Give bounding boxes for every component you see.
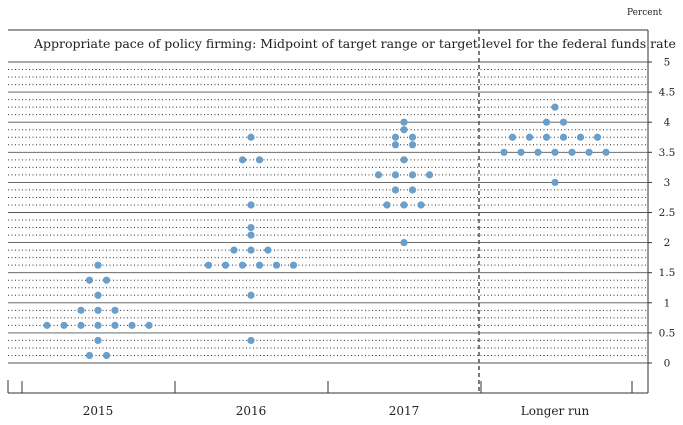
data-dot	[272, 261, 281, 269]
data-dot	[94, 321, 102, 329]
data-dot	[391, 186, 400, 194]
y-tick-label: 5	[664, 57, 671, 69]
data-dot	[77, 306, 85, 314]
data-dot	[400, 118, 408, 126]
grid-lines	[8, 61, 648, 364]
data-dot	[247, 336, 255, 345]
data-dot	[128, 321, 136, 329]
data-dot	[525, 133, 534, 141]
data-dot	[255, 156, 264, 164]
data-dot	[408, 133, 417, 141]
data-dot	[247, 201, 255, 209]
data-dot	[408, 186, 417, 194]
data-dot	[383, 201, 391, 209]
y-axis-ticks: 0 0.5 1 1.5 2 2.5 3 3.5 4 4.5 5	[648, 57, 675, 370]
data-dot	[400, 201, 408, 209]
y-tick-label: 0.5	[659, 327, 676, 339]
data-dot	[400, 156, 408, 164]
x-tick-label: 2015	[83, 404, 114, 418]
data-dot	[102, 276, 111, 284]
data-dot	[551, 178, 559, 186]
x-tick-label: Longer run	[521, 404, 590, 418]
data-dot	[542, 133, 551, 141]
data-dot	[517, 148, 525, 156]
data-dot	[508, 133, 517, 141]
data-dot	[247, 133, 255, 141]
data-dot	[77, 321, 85, 329]
data-dot	[85, 351, 94, 360]
data-dot	[602, 148, 610, 156]
x-tick-label: 2017	[389, 404, 420, 418]
data-dot	[559, 118, 568, 126]
data-dot	[559, 133, 568, 141]
y-tick-label: 0	[664, 358, 671, 370]
data-dot	[94, 291, 102, 299]
data-dot	[102, 351, 111, 360]
data-dots	[43, 103, 610, 360]
unit-label: Percent	[627, 8, 662, 18]
data-dot	[542, 118, 551, 126]
data-dot	[400, 126, 408, 134]
y-tick-label: 4	[664, 117, 671, 129]
x-axis-ticks: 2015 2016 2017 Longer run	[21, 381, 633, 418]
data-dot	[289, 261, 298, 269]
y-tick-label: 1.5	[659, 267, 676, 279]
data-dot	[374, 171, 383, 179]
data-dot	[255, 261, 264, 269]
data-dot	[425, 171, 434, 179]
data-dot	[230, 246, 238, 254]
data-dot	[391, 141, 400, 149]
y-tick-label: 3.5	[659, 147, 676, 159]
data-dot	[204, 261, 213, 269]
data-dot	[417, 201, 425, 209]
data-dot	[247, 223, 255, 232]
plot-frame	[7, 29, 649, 394]
data-dot	[400, 239, 408, 247]
data-dot	[238, 261, 247, 269]
data-dot	[247, 246, 255, 254]
data-dot	[593, 133, 602, 141]
data-dot	[551, 148, 559, 156]
data-dot	[111, 321, 119, 329]
data-dot	[391, 133, 400, 141]
data-dot	[534, 148, 542, 156]
y-tick-label: 1	[664, 297, 671, 309]
y-tick-label: 3	[664, 177, 671, 189]
data-dot	[111, 306, 119, 314]
data-dot	[551, 103, 559, 111]
data-dot	[568, 148, 576, 156]
data-dot	[221, 261, 230, 269]
data-dot	[247, 231, 255, 239]
data-dot	[238, 156, 247, 164]
data-dot	[94, 306, 102, 314]
data-dot	[85, 276, 94, 284]
y-tick-label: 2.5	[659, 207, 676, 219]
data-dot	[264, 246, 272, 254]
data-dot	[60, 321, 68, 329]
data-dot	[94, 261, 102, 269]
data-dot	[94, 336, 102, 345]
y-tick-label: 4.5	[659, 87, 676, 99]
chart-title: Appropriate pace of policy firming: Midp…	[33, 36, 676, 51]
data-dot	[500, 148, 508, 156]
x-tick-label: 2016	[236, 404, 267, 418]
data-dot	[585, 148, 593, 156]
data-dot	[247, 291, 255, 299]
data-dot	[391, 171, 400, 179]
data-dot	[145, 321, 153, 329]
y-tick-label: 2	[664, 237, 671, 249]
data-dot	[43, 321, 51, 329]
data-dot	[408, 141, 417, 149]
data-dot	[408, 171, 417, 179]
data-dot	[576, 133, 585, 141]
